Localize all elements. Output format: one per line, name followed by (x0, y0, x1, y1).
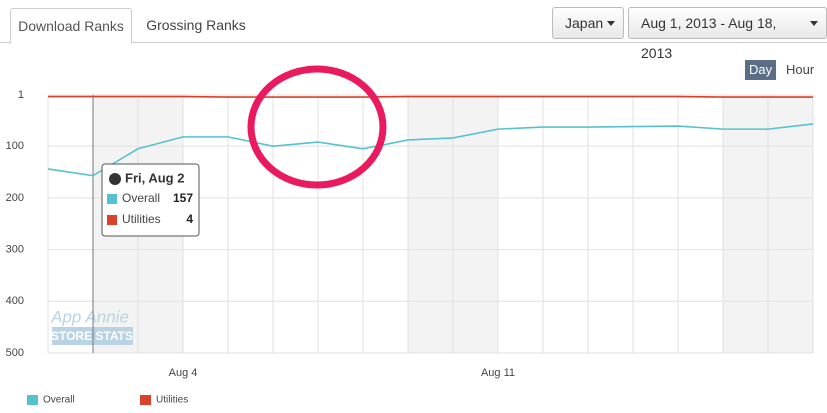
series-line (48, 95, 813, 98)
legend-swatch (27, 395, 38, 405)
tooltip-label: Utilities (122, 212, 161, 226)
legend-label: Utilities (156, 395, 188, 406)
y-tick-label: 1 (18, 89, 24, 101)
x-tick-label: Aug 4 (169, 367, 198, 379)
date-select[interactable]: Aug 1, 2013 - Aug 18, 2013 (628, 7, 827, 61)
highlight-circle (247, 65, 387, 189)
tooltip-title: Fri, Aug 2 (125, 170, 184, 185)
tooltip-value: 157 (173, 191, 193, 205)
tab-rule (0, 42, 827, 43)
y-tick-label: 400 (6, 295, 24, 307)
day-toggle[interactable]: Day (745, 60, 777, 80)
country-select[interactable]: Japan (552, 7, 625, 39)
tab[interactable]: Grossing Ranks (146, 17, 246, 33)
date-range: Aug 1, 2013 - Aug 18, 2013 (641, 15, 777, 61)
y-tick-label: 500 (6, 347, 24, 359)
y-tick-label: 200 (6, 192, 24, 204)
tooltip-box (101, 163, 200, 237)
country: Japan (565, 15, 604, 31)
tooltip: Fri, Aug 2 Overall 157 Utilities 4 (101, 163, 200, 237)
hour-toggle[interactable]: Hour (786, 62, 815, 77)
watermark: STORE STATS (51, 329, 133, 343)
legend-swatch (140, 395, 151, 405)
tooltip-label: Overall (122, 191, 160, 205)
tooltip-swatch (107, 194, 117, 204)
y-tick-label: 100 (6, 140, 24, 152)
tab[interactable]: Download Ranks (10, 8, 132, 44)
tooltip-value: 4 (186, 212, 193, 226)
watermark: App Annie (50, 307, 129, 326)
series-line (47, 123, 814, 177)
tooltip-swatch (107, 215, 117, 225)
globe-icon (109, 173, 121, 185)
y-tick-label: 300 (6, 243, 24, 255)
legend-label: Overall (43, 395, 75, 406)
x-tick-label: Aug 11 (481, 367, 515, 379)
